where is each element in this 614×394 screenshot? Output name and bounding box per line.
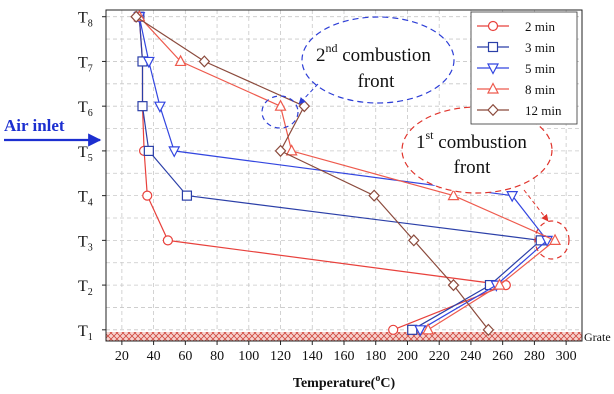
x-tick-label: 60	[178, 349, 192, 364]
first-front-label-line2: front	[454, 157, 492, 178]
x-axis-title: Temperature(oC)	[293, 373, 396, 391]
data-point	[407, 234, 420, 247]
x-tick-label: 120	[270, 349, 291, 364]
x-tick-label: 240	[460, 349, 481, 364]
y-tick-label: T7	[78, 54, 93, 74]
x-tick-label: 40	[147, 349, 161, 364]
data-point	[168, 146, 181, 158]
legend: 2 min 3 min 5 min 8 min 12 min	[470, 11, 578, 125]
legend-label: 12 min	[525, 103, 562, 118]
plot-frame	[105, 9, 583, 342]
data-point	[137, 101, 148, 112]
y-tick-label: T3	[78, 233, 93, 253]
legend-item-12-min: 12 min	[477, 103, 562, 118]
legend-marker	[487, 103, 499, 117]
data-point	[153, 101, 166, 113]
legend-label: 2 min	[525, 19, 555, 34]
legend-marker	[487, 20, 499, 32]
data-point	[162, 235, 173, 246]
data-point	[181, 190, 193, 201]
data-point	[422, 323, 435, 335]
data-point	[447, 278, 460, 292]
y-tick-label: T4	[78, 189, 93, 209]
data-point	[298, 99, 311, 113]
legend-marker	[487, 63, 499, 75]
y-tick-label: T6	[78, 99, 93, 119]
data-point	[143, 145, 154, 156]
series-line	[135, 16, 489, 331]
data-point	[388, 324, 399, 335]
grate-label: Grate	[584, 330, 611, 344]
x-axis-ticks: 20 40 60 80 100 120 140 160 180 200 220 240 260 280 30…	[115, 341, 577, 364]
data-point	[174, 54, 187, 67]
series-layer	[130, 9, 562, 337]
air-inlet-label: Air inlet	[4, 116, 65, 135]
legend-label: 3 min	[525, 40, 555, 55]
first-front-label: 1st combustion	[416, 128, 527, 153]
series-line	[138, 16, 557, 331]
y-tick-label: T5	[78, 144, 93, 164]
legend-item-8-min: 8 min	[477, 82, 555, 97]
legend-marker	[487, 41, 499, 53]
x-tick-label: 100	[238, 349, 259, 364]
x-tick-label: 260	[492, 349, 513, 364]
data-point	[274, 144, 287, 158]
x-tick-label: 220	[429, 349, 450, 364]
grate-band	[106, 332, 582, 341]
data-point	[368, 189, 380, 202]
first-front-pointer	[523, 189, 549, 222]
data-point	[447, 188, 460, 201]
series-line	[138, 16, 548, 331]
legend-item-3-min: 3 min	[477, 40, 555, 55]
legend-item-5-min: 5 min	[477, 61, 555, 76]
data-point	[549, 233, 562, 245]
second-front-pointer	[298, 83, 319, 105]
legend-marker	[487, 82, 499, 94]
x-tick-label: 200	[397, 349, 418, 364]
series-line	[138, 16, 543, 331]
data-point	[198, 55, 211, 68]
x-tick-label: 300	[556, 349, 577, 364]
y-tick-label: T8	[78, 10, 93, 30]
data-point	[506, 191, 519, 203]
data-point	[142, 190, 153, 201]
y-axis-ticks: T1 T2 T3 T4 T5 T6 T7 T8	[78, 10, 106, 343]
data-point	[482, 323, 495, 336]
legend-label: 5 min	[525, 61, 555, 76]
x-tick-label: 180	[365, 349, 386, 364]
legend-item-2-min: 2 min	[477, 19, 555, 34]
y-tick-label: T1	[78, 323, 93, 343]
x-tick-label: 280	[524, 349, 545, 364]
second-front-ellipse	[301, 16, 455, 104]
data-point	[142, 56, 155, 69]
data-point	[285, 144, 298, 156]
data-point	[130, 10, 142, 23]
first-front-marker-circle	[534, 220, 570, 260]
x-tick-label: 140	[302, 349, 323, 364]
data-point	[414, 325, 427, 337]
x-tick-label: 160	[334, 349, 355, 364]
data-point	[493, 278, 506, 290]
y-tick-label: T2	[78, 278, 93, 298]
legend-label: 8 min	[525, 82, 555, 97]
second-front-marker-circle	[261, 95, 299, 129]
x-tick-label: 20	[115, 349, 129, 364]
second-front-label-line2: front	[358, 71, 396, 92]
data-point	[274, 99, 287, 111]
x-tick-label: 80	[210, 349, 224, 364]
second-front-label: 2nd combustion	[316, 41, 431, 66]
